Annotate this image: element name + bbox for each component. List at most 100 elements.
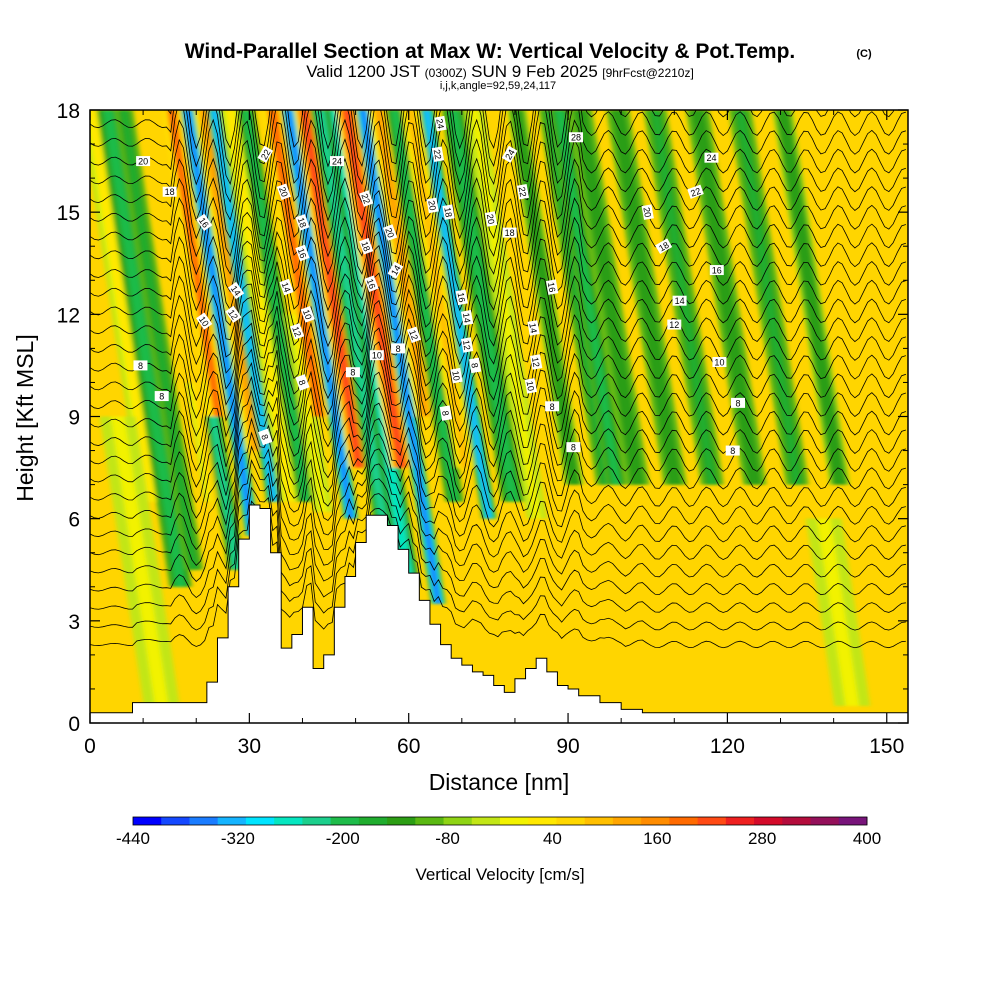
chart-subtitle: Valid 1200 JST (0300Z) SUN 9 Feb 2025 [9… (306, 62, 694, 81)
contour-label: 22 (687, 184, 704, 199)
y-tick-label: 12 (57, 304, 80, 327)
contour-label-text: 14 (461, 312, 473, 324)
colorbar-swatch (387, 817, 416, 825)
contour-label-text: 20 (383, 226, 396, 239)
colorbar-tick-label: -200 (326, 829, 360, 848)
contour-label-text: 22 (689, 186, 702, 199)
theta-contour (90, 203, 907, 294)
contour-label-text: 18 (296, 216, 309, 229)
velocity-band (316, 110, 390, 536)
contour-label: 16 (364, 275, 379, 292)
contour-label-text: 16 (296, 247, 309, 260)
contour-label-text: 16 (365, 277, 378, 290)
colorbar-swatch (556, 817, 586, 825)
contour-label-text: 20 (277, 185, 290, 198)
theta-contour (90, 472, 906, 615)
theta-contour (90, 459, 906, 599)
contour-label: 22 (359, 190, 374, 207)
velocity-band (470, 110, 541, 519)
contour-label-text: 18 (657, 240, 671, 254)
theta-contour (90, 176, 907, 258)
colorbar-tick-label: -80 (435, 829, 460, 848)
contour-label: 14 (527, 320, 540, 336)
velocity-band (103, 110, 186, 587)
colorbar: -440 -320 -200 -80 40 160 280 400 (116, 816, 881, 848)
contour-label: 14 (672, 295, 687, 306)
contour-label: 8 (345, 367, 360, 378)
contour-label-text: 24 (706, 153, 716, 163)
velocity-band (693, 110, 760, 485)
colorbar-swatch (415, 817, 445, 825)
contour-label-text: 12 (461, 339, 473, 351)
contour-label-text: 14 (280, 281, 293, 294)
contour-label: 12 (290, 323, 305, 340)
colorbar-swatch (471, 817, 501, 825)
colorbar-swatch (443, 817, 473, 825)
colorbar-swatch (754, 817, 783, 825)
velocity-band (110, 416, 169, 706)
contour-label: 24 (501, 145, 518, 163)
velocity-band (168, 110, 222, 417)
colorbar-swatch (245, 817, 275, 825)
colorbar-swatch (612, 817, 642, 825)
contour-label-text: 12 (226, 308, 240, 322)
contour-label: 24 (704, 152, 719, 163)
contour-label: 8 (391, 343, 406, 354)
contour-label-text: 24 (332, 157, 342, 167)
contour-label-text: 22 (432, 149, 444, 161)
contour-label: 14 (227, 281, 245, 300)
contour-label: 16 (456, 289, 468, 306)
theta-contour (90, 356, 906, 488)
contour-label: 20 (426, 197, 439, 214)
contour-label-text: 8 (350, 368, 355, 378)
velocity-band (242, 110, 310, 502)
contour-label: 24 (434, 115, 447, 132)
contour-label-text: 10 (525, 380, 537, 392)
contour-label: 8 (731, 397, 746, 408)
colorbar-swatch (697, 817, 727, 825)
contour-label: 24 (329, 156, 344, 167)
contour-label: 18 (162, 186, 177, 197)
y-tick-label: 6 (68, 509, 80, 532)
velocity-band (226, 110, 294, 502)
contour-label: 16 (709, 265, 724, 276)
colorbar-swatch (725, 817, 755, 825)
theta-contour (90, 272, 907, 384)
colorbar-swatch (161, 817, 190, 825)
contour-label-text: 12 (407, 329, 420, 342)
contour-label-text: 12 (669, 320, 679, 330)
contour-label: 12 (225, 305, 242, 323)
contour-label: 18 (359, 237, 374, 255)
contour-label: 12 (667, 319, 682, 330)
contour-label: 16 (196, 213, 213, 231)
contour-label-text: 8 (571, 443, 576, 453)
colorbar-swatch (358, 817, 388, 825)
contour-label-text: 8 (138, 361, 143, 371)
velocity-band (555, 110, 621, 485)
contour-label-text: 14 (675, 296, 685, 306)
contour-label-text: 8 (259, 433, 270, 441)
x-axis-label: Distance [nm] (429, 769, 570, 795)
forecast-tag: [9hrFcst@2210z] (602, 66, 694, 80)
y-tick-label: 3 (68, 611, 80, 634)
colorbar-swatch (133, 817, 162, 825)
contour-label-text: 10 (197, 314, 211, 328)
contour-label: 8 (439, 405, 453, 421)
contour-label-text: 20 (485, 213, 497, 225)
theta-contour (90, 327, 907, 455)
colorbar-swatch (274, 817, 303, 825)
x-tick-label: 60 (397, 735, 420, 758)
contour-label: 18 (502, 227, 517, 238)
contour-label-text: 22 (517, 186, 529, 198)
contour-label: 20 (136, 156, 151, 167)
contour-label: 20 (383, 224, 398, 241)
theta-contour (90, 313, 907, 437)
contour-label-text: 8 (396, 344, 401, 354)
colorbar-swatch (669, 817, 699, 825)
contour-label-text: 10 (301, 308, 314, 321)
valid-date: SUN 9 Feb 2025 (471, 62, 598, 81)
theta-contour (90, 118, 907, 204)
colorbar-swatch (810, 817, 840, 825)
